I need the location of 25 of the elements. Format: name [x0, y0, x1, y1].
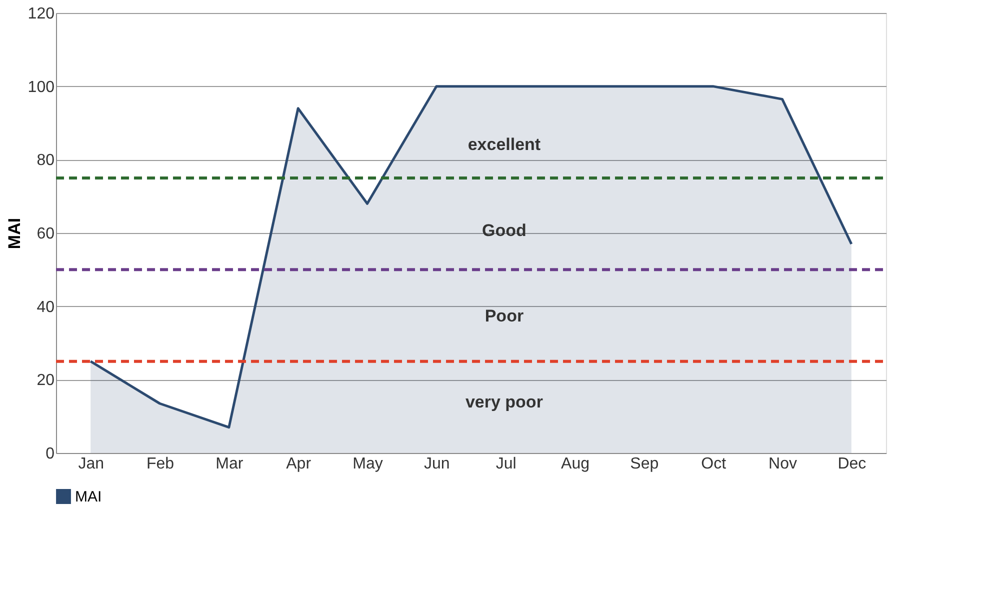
y-tick-label: 60 — [36, 226, 55, 242]
x-tick-label: Sep — [630, 456, 659, 472]
annotation: excellent — [468, 135, 541, 154]
x-tick-label: Aug — [561, 456, 590, 472]
y-tick-label: 120 — [28, 6, 55, 22]
x-tick-label: Nov — [768, 456, 797, 472]
x-tick-label: Jun — [424, 456, 450, 472]
annotation: very poor — [465, 392, 544, 412]
y-axis-title: MAI — [4, 218, 24, 250]
annotation: Good — [482, 220, 526, 240]
x-tick-label: Dec — [838, 456, 866, 472]
legend-label: MAI — [75, 488, 102, 506]
x-tick-label: Oct — [701, 456, 727, 472]
y-tick-label: 80 — [36, 152, 55, 170]
y-tick-label: 40 — [36, 298, 55, 316]
x-tick-label: Feb — [146, 456, 174, 472]
y-tick-label: 0 — [46, 446, 55, 462]
x-tick-label: May — [352, 456, 383, 472]
annotation: Poor — [484, 306, 524, 326]
y-tick-label: 100 — [28, 78, 55, 96]
x-tick-label: Mar — [216, 456, 244, 472]
y-tick-label: 20 — [36, 372, 55, 390]
x-tick-label: Jan — [78, 456, 104, 472]
x-tick-label: Apr — [286, 456, 312, 472]
x-tick-label: Jul — [496, 456, 516, 472]
